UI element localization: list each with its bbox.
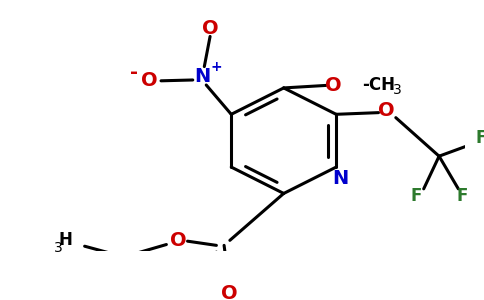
Text: F: F xyxy=(476,129,484,147)
Text: F: F xyxy=(456,187,468,205)
Text: O: O xyxy=(325,76,342,95)
Text: 3: 3 xyxy=(54,241,62,255)
Text: -: - xyxy=(130,63,138,82)
Text: H: H xyxy=(58,231,72,249)
Text: -CH: -CH xyxy=(363,76,395,94)
Text: N: N xyxy=(194,67,211,86)
Text: O: O xyxy=(221,284,237,300)
Text: O: O xyxy=(169,231,186,250)
Text: N: N xyxy=(332,169,348,188)
Text: O: O xyxy=(202,19,218,38)
Text: O: O xyxy=(378,101,394,121)
Text: +: + xyxy=(210,60,222,74)
Text: F: F xyxy=(410,187,422,205)
Text: O: O xyxy=(141,71,158,90)
Text: 3: 3 xyxy=(393,83,402,98)
